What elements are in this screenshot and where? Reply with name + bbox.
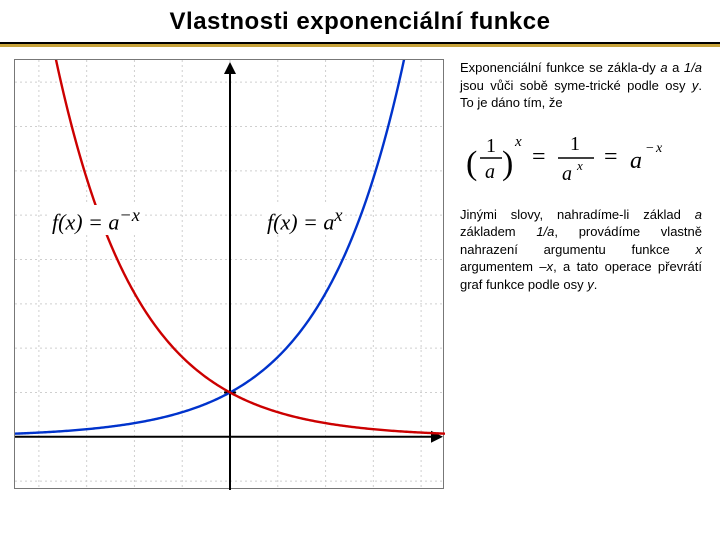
svg-text:): )	[502, 145, 513, 182]
equation-block: (1a)x=1ax=a−x	[460, 122, 702, 192]
svg-text:−: −	[646, 141, 654, 156]
svg-text:a: a	[562, 163, 572, 185]
svg-text:(: (	[466, 145, 477, 182]
svg-text:x: x	[655, 141, 663, 156]
svg-text:x: x	[514, 134, 522, 150]
paragraph-1: Exponenciální funkce se zákla-dy a a 1/a…	[460, 59, 702, 112]
svg-text:=: =	[604, 144, 618, 170]
page-title: Vlastnosti exponenciální funkce	[0, 8, 720, 36]
exponential-chart	[15, 60, 445, 490]
content-row: f(x) = a−x f(x) = ax Exponenciální funkc…	[0, 47, 720, 489]
svg-text:a: a	[485, 161, 495, 183]
paragraph-2: Jinými slovy, nahradíme-li základ a zákl…	[460, 206, 702, 294]
text-column: Exponenciální funkce se zákla-dy a a 1/a…	[460, 59, 706, 489]
formula-label-left: f(x) = a−x	[50, 205, 142, 235]
svg-text:=: =	[532, 144, 546, 170]
formula-label-right: f(x) = ax	[265, 205, 345, 235]
svg-text:1: 1	[570, 133, 580, 155]
svg-text:x: x	[576, 158, 583, 173]
title-block: Vlastnosti exponenciální funkce	[0, 0, 720, 42]
chart-container: f(x) = a−x f(x) = ax	[14, 59, 444, 489]
svg-text:1: 1	[486, 135, 496, 157]
svg-text:a: a	[630, 148, 642, 174]
equation-svg: (1a)x=1ax=a−x	[460, 122, 690, 192]
